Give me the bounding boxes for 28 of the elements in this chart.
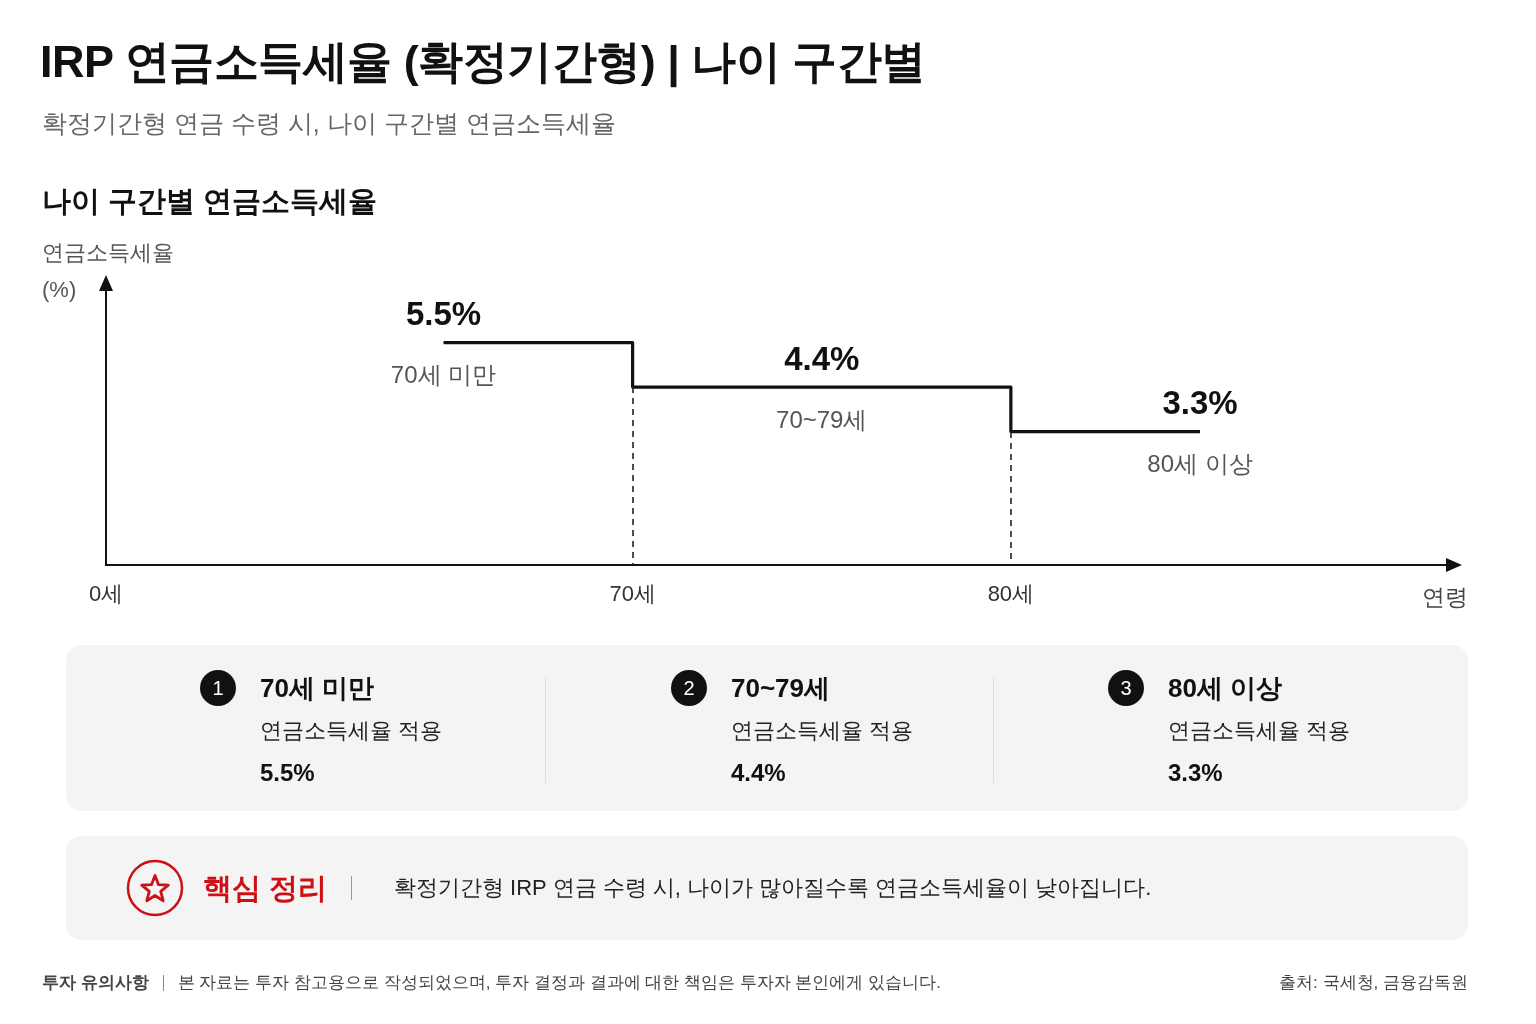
number-badge: 2: [671, 670, 707, 706]
data-label: 4.4%: [784, 339, 860, 377]
y-axis-title: 연금소득세율 (%): [42, 239, 175, 304]
text: 70세 미만: [260, 672, 376, 705]
number-badge: 3: [1108, 670, 1144, 706]
text: 70세: [609, 581, 656, 607]
text: 핵심 정리: [203, 871, 328, 906]
text: 5.5%: [260, 758, 316, 788]
text: 나이 구간별 연금소득세율: [42, 184, 378, 219]
data-label: 3.3%: [1162, 384, 1238, 422]
number-badge: 1: [200, 670, 236, 706]
text: 투자 유의사항: [42, 972, 149, 994]
text: 연금소득세율 적용: [1168, 717, 1351, 745]
source-note: 출처: 국세청, 금융감독원: [1279, 972, 1468, 994]
chart-subtitle: 확정기간형 연금 수령 시, 나이 구간별 연금소득세율: [42, 108, 616, 139]
text: 확정기간형 IRP 연금 수령 시, 나이가 많아질수록 연금소득세율이 낮아집니다.: [394, 874, 1152, 902]
text: 연금소득세율 적용: [260, 717, 443, 745]
text: 0세: [88, 581, 124, 607]
data-label: 5.5%: [405, 295, 482, 333]
text: 3.3%: [1168, 758, 1224, 788]
text: 80세 이상: [1168, 672, 1284, 705]
text: 4.4%: [731, 758, 787, 788]
x-axis-title: 연령: [1422, 584, 1468, 611]
text: 70~79세: [731, 672, 832, 705]
text: 본 자료는 투자 참고용으로 작성되었으며, 투자 결정과 결과에 대한 책임은 투자자 본인에게 있습니다.: [177, 972, 941, 994]
chart-title: IRP 연금소득세율 (확정기간형) | 나이 구간별: [40, 35, 926, 90]
text: 80세: [987, 581, 1035, 607]
text: 연금소득세율 적용: [731, 717, 914, 745]
